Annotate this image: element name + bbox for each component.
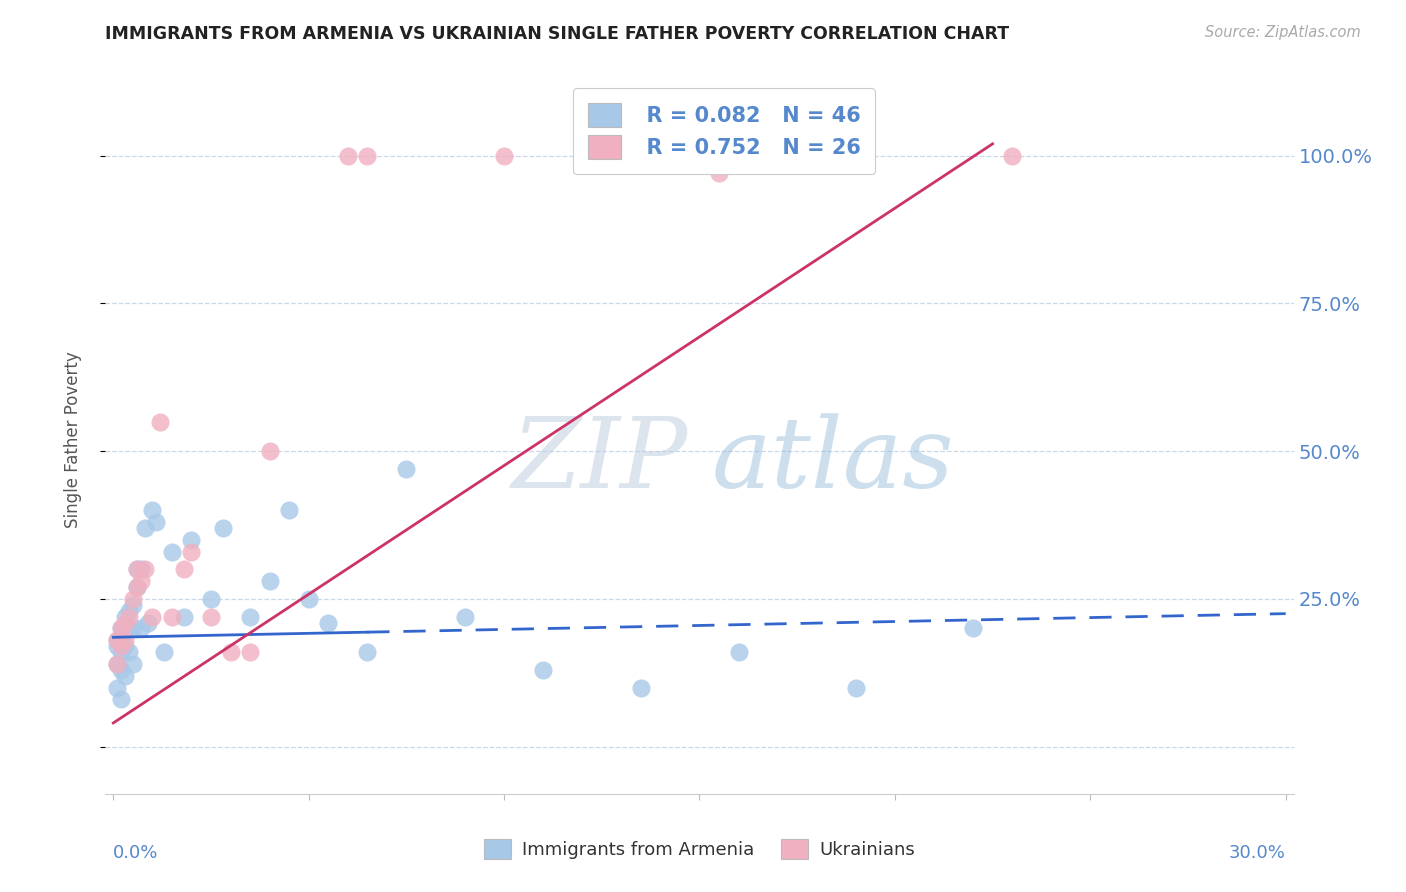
Point	[118, 609, 141, 624]
Point	[173, 562, 195, 576]
Text: 30.0%: 30.0%	[1229, 844, 1285, 862]
Point	[110, 663, 132, 677]
Point	[105, 657, 128, 671]
Legend: Immigrants from Armenia, Ukrainians: Immigrants from Armenia, Ukrainians	[477, 832, 922, 866]
Point	[219, 645, 242, 659]
Point	[141, 609, 163, 624]
Point	[454, 609, 477, 624]
Point	[160, 544, 183, 558]
Point	[200, 609, 222, 624]
Point	[105, 681, 128, 695]
Point	[336, 149, 359, 163]
Point	[125, 562, 148, 576]
Point	[630, 681, 652, 695]
Point	[494, 149, 516, 163]
Point	[138, 615, 160, 630]
Point	[134, 521, 156, 535]
Point	[110, 639, 132, 653]
Point	[129, 562, 152, 576]
Point	[239, 609, 262, 624]
Point	[110, 633, 132, 648]
Text: Source: ZipAtlas.com: Source: ZipAtlas.com	[1205, 25, 1361, 40]
Point	[105, 657, 128, 671]
Point	[110, 622, 132, 636]
Point	[121, 591, 143, 606]
Point	[180, 533, 202, 547]
Point	[173, 609, 195, 624]
Text: ZIP: ZIP	[512, 413, 688, 508]
Point	[121, 598, 143, 612]
Point	[531, 663, 554, 677]
Point	[395, 462, 418, 476]
Point	[105, 639, 128, 653]
Point	[129, 574, 152, 589]
Point	[141, 503, 163, 517]
Text: 0.0%: 0.0%	[114, 844, 159, 862]
Point	[114, 622, 136, 636]
Point	[211, 521, 233, 535]
Point	[962, 622, 984, 636]
Point	[118, 622, 141, 636]
Point	[145, 515, 167, 529]
Point	[356, 645, 378, 659]
Text: IMMIGRANTS FROM ARMENIA VS UKRAINIAN SINGLE FATHER POVERTY CORRELATION CHART: IMMIGRANTS FROM ARMENIA VS UKRAINIAN SIN…	[105, 25, 1010, 43]
Point	[114, 609, 136, 624]
Point	[149, 415, 172, 429]
Point	[125, 580, 148, 594]
Point	[114, 669, 136, 683]
Point	[129, 622, 152, 636]
Point	[114, 639, 136, 653]
Point	[316, 615, 339, 630]
Point	[239, 645, 262, 659]
Point	[125, 562, 148, 576]
Point	[1001, 149, 1024, 163]
Point	[125, 580, 148, 594]
Point	[114, 633, 136, 648]
Text: atlas: atlas	[711, 413, 955, 508]
Point	[121, 657, 143, 671]
Point	[121, 622, 143, 636]
Point	[134, 562, 156, 576]
Point	[110, 622, 132, 636]
Point	[278, 503, 301, 517]
Point	[200, 591, 222, 606]
Point	[707, 166, 730, 180]
Point	[110, 645, 132, 659]
Point	[110, 692, 132, 706]
Point	[259, 444, 281, 458]
Point	[118, 604, 141, 618]
Point	[727, 645, 749, 659]
Point	[160, 609, 183, 624]
Point	[259, 574, 281, 589]
Point	[114, 615, 136, 630]
Y-axis label: Single Father Poverty: Single Father Poverty	[63, 351, 82, 528]
Point	[180, 544, 202, 558]
Point	[105, 633, 128, 648]
Point	[298, 591, 321, 606]
Point	[153, 645, 176, 659]
Point	[845, 681, 868, 695]
Point	[118, 645, 141, 659]
Point	[105, 633, 128, 648]
Point	[356, 149, 378, 163]
